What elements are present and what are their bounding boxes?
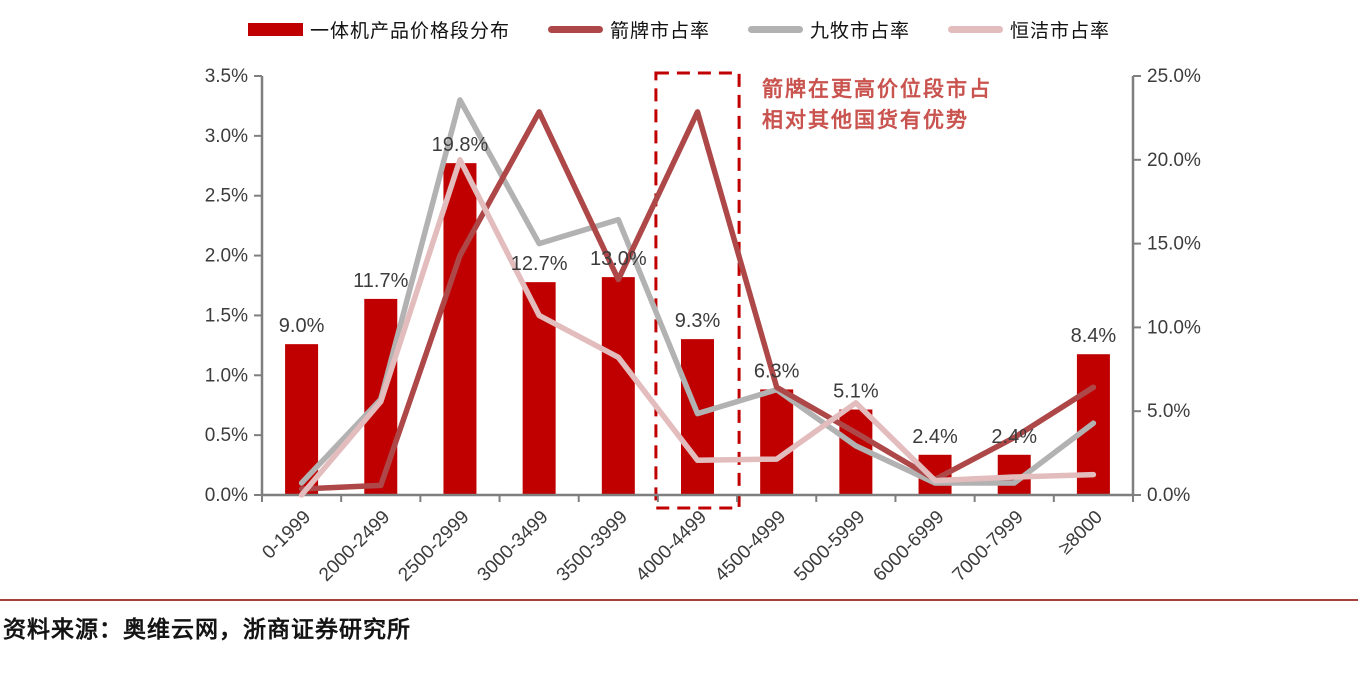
x-category-label: 2000-2499 — [315, 507, 394, 586]
axes — [260, 76, 1135, 497]
x-category-label: 3000-3499 — [474, 507, 553, 586]
bar-label: 5.1% — [833, 381, 879, 403]
bar-2500-2999 — [443, 163, 477, 496]
right-axis-label: 10.0% — [1147, 317, 1201, 338]
x-category-label: 2500-2999 — [394, 507, 473, 586]
bar-4500-4999 — [760, 389, 794, 495]
bar-label: 8.4% — [1071, 325, 1117, 347]
bar-label: 2.4% — [991, 426, 1037, 448]
x-category-label: 7000-7999 — [949, 507, 1028, 586]
legend-item: 九牧市占率 — [748, 16, 910, 43]
line-箭牌市占率 — [298, 109, 1097, 492]
left-axis-label: 1.0% — [205, 365, 248, 386]
bar-label: 13.0% — [590, 248, 647, 270]
right-axis-label: 15.0% — [1147, 234, 1201, 255]
legend-item: 箭牌市占率 — [547, 16, 710, 43]
bar-label: 9.0% — [279, 315, 325, 337]
annotation-line-2: 相对其他国货有优势 — [762, 108, 969, 132]
bar-label: 2.4% — [912, 426, 958, 448]
bar-3500-3999 — [601, 277, 635, 495]
legend-label: 箭牌市占率 — [609, 21, 710, 42]
x-category-label: 4000-4499 — [632, 507, 711, 586]
chart-legend: 一体机产品价格段分布 箭牌市占率 九牧市占率 恒洁市占率 — [0, 16, 1358, 43]
bar-label: 19.8% — [432, 134, 489, 156]
bar-label: 11.7% — [353, 270, 408, 292]
divider-rule — [0, 599, 1358, 601]
line-swatch-icon — [547, 26, 603, 33]
legend-item: 恒洁市占率 — [948, 16, 1110, 43]
left-axis-label: 2.0% — [205, 246, 248, 267]
left-axis-label: 0.0% — [205, 485, 248, 506]
left-axis-label: 2.5% — [205, 186, 248, 207]
line-swatch-icon — [948, 26, 1004, 33]
legend-label: 一体机产品价格段分布 — [309, 21, 510, 42]
line-恒洁市占率 — [298, 157, 1097, 498]
x-category-label: 0-1999 — [258, 507, 315, 564]
bar-label: 6.3% — [754, 360, 800, 382]
bar-label: 12.7% — [511, 253, 568, 275]
price-band-combo-chart: 0.0% 0.5% 1.0% 1.5% 2.0% 2.5% 3.0% 3.5% 0.0% 5.0%… — [205, 66, 1201, 586]
line-swatch-icon — [748, 26, 803, 33]
bar-swatch-icon — [247, 23, 303, 36]
x-category-label: 3500-3999 — [553, 507, 632, 586]
x-category-label: 4500-4999 — [711, 507, 790, 586]
bar-4000-4499 — [681, 339, 714, 495]
legend-item: 一体机产品价格段分布 — [247, 16, 510, 43]
right-axis-label: 5.0% — [1147, 401, 1190, 422]
left-axis-label: 0.5% — [205, 425, 248, 446]
bar-label: 9.3% — [675, 310, 721, 332]
line-九牧市占率 — [298, 97, 1097, 486]
x-category-label: 6000-6999 — [869, 507, 948, 586]
x-category-label: 5000-5999 — [790, 507, 869, 586]
right-axis-label: 0.0% — [1147, 485, 1190, 506]
left-axis-label: 3.0% — [205, 126, 248, 147]
right-axis-label: 25.0% — [1147, 66, 1201, 87]
right-axis-label: 20.0% — [1147, 150, 1201, 171]
x-category-label: ≥8000 — [1055, 507, 1107, 559]
left-axis-label: 3.5% — [205, 66, 248, 87]
source-text: 资料来源：奥维云网，浙商证券研究所 — [3, 617, 411, 642]
highlight-box — [654, 71, 741, 510]
annotation-line-1: 箭牌在更高价位段市占 — [762, 77, 992, 101]
legend-label: 恒洁市占率 — [1010, 21, 1111, 42]
legend-label: 九牧市占率 — [810, 21, 911, 42]
left-axis-label: 1.5% — [205, 305, 248, 326]
chart-annotation: 箭牌在更高价位段市占 相对其他国货有优势 — [762, 74, 1052, 136]
